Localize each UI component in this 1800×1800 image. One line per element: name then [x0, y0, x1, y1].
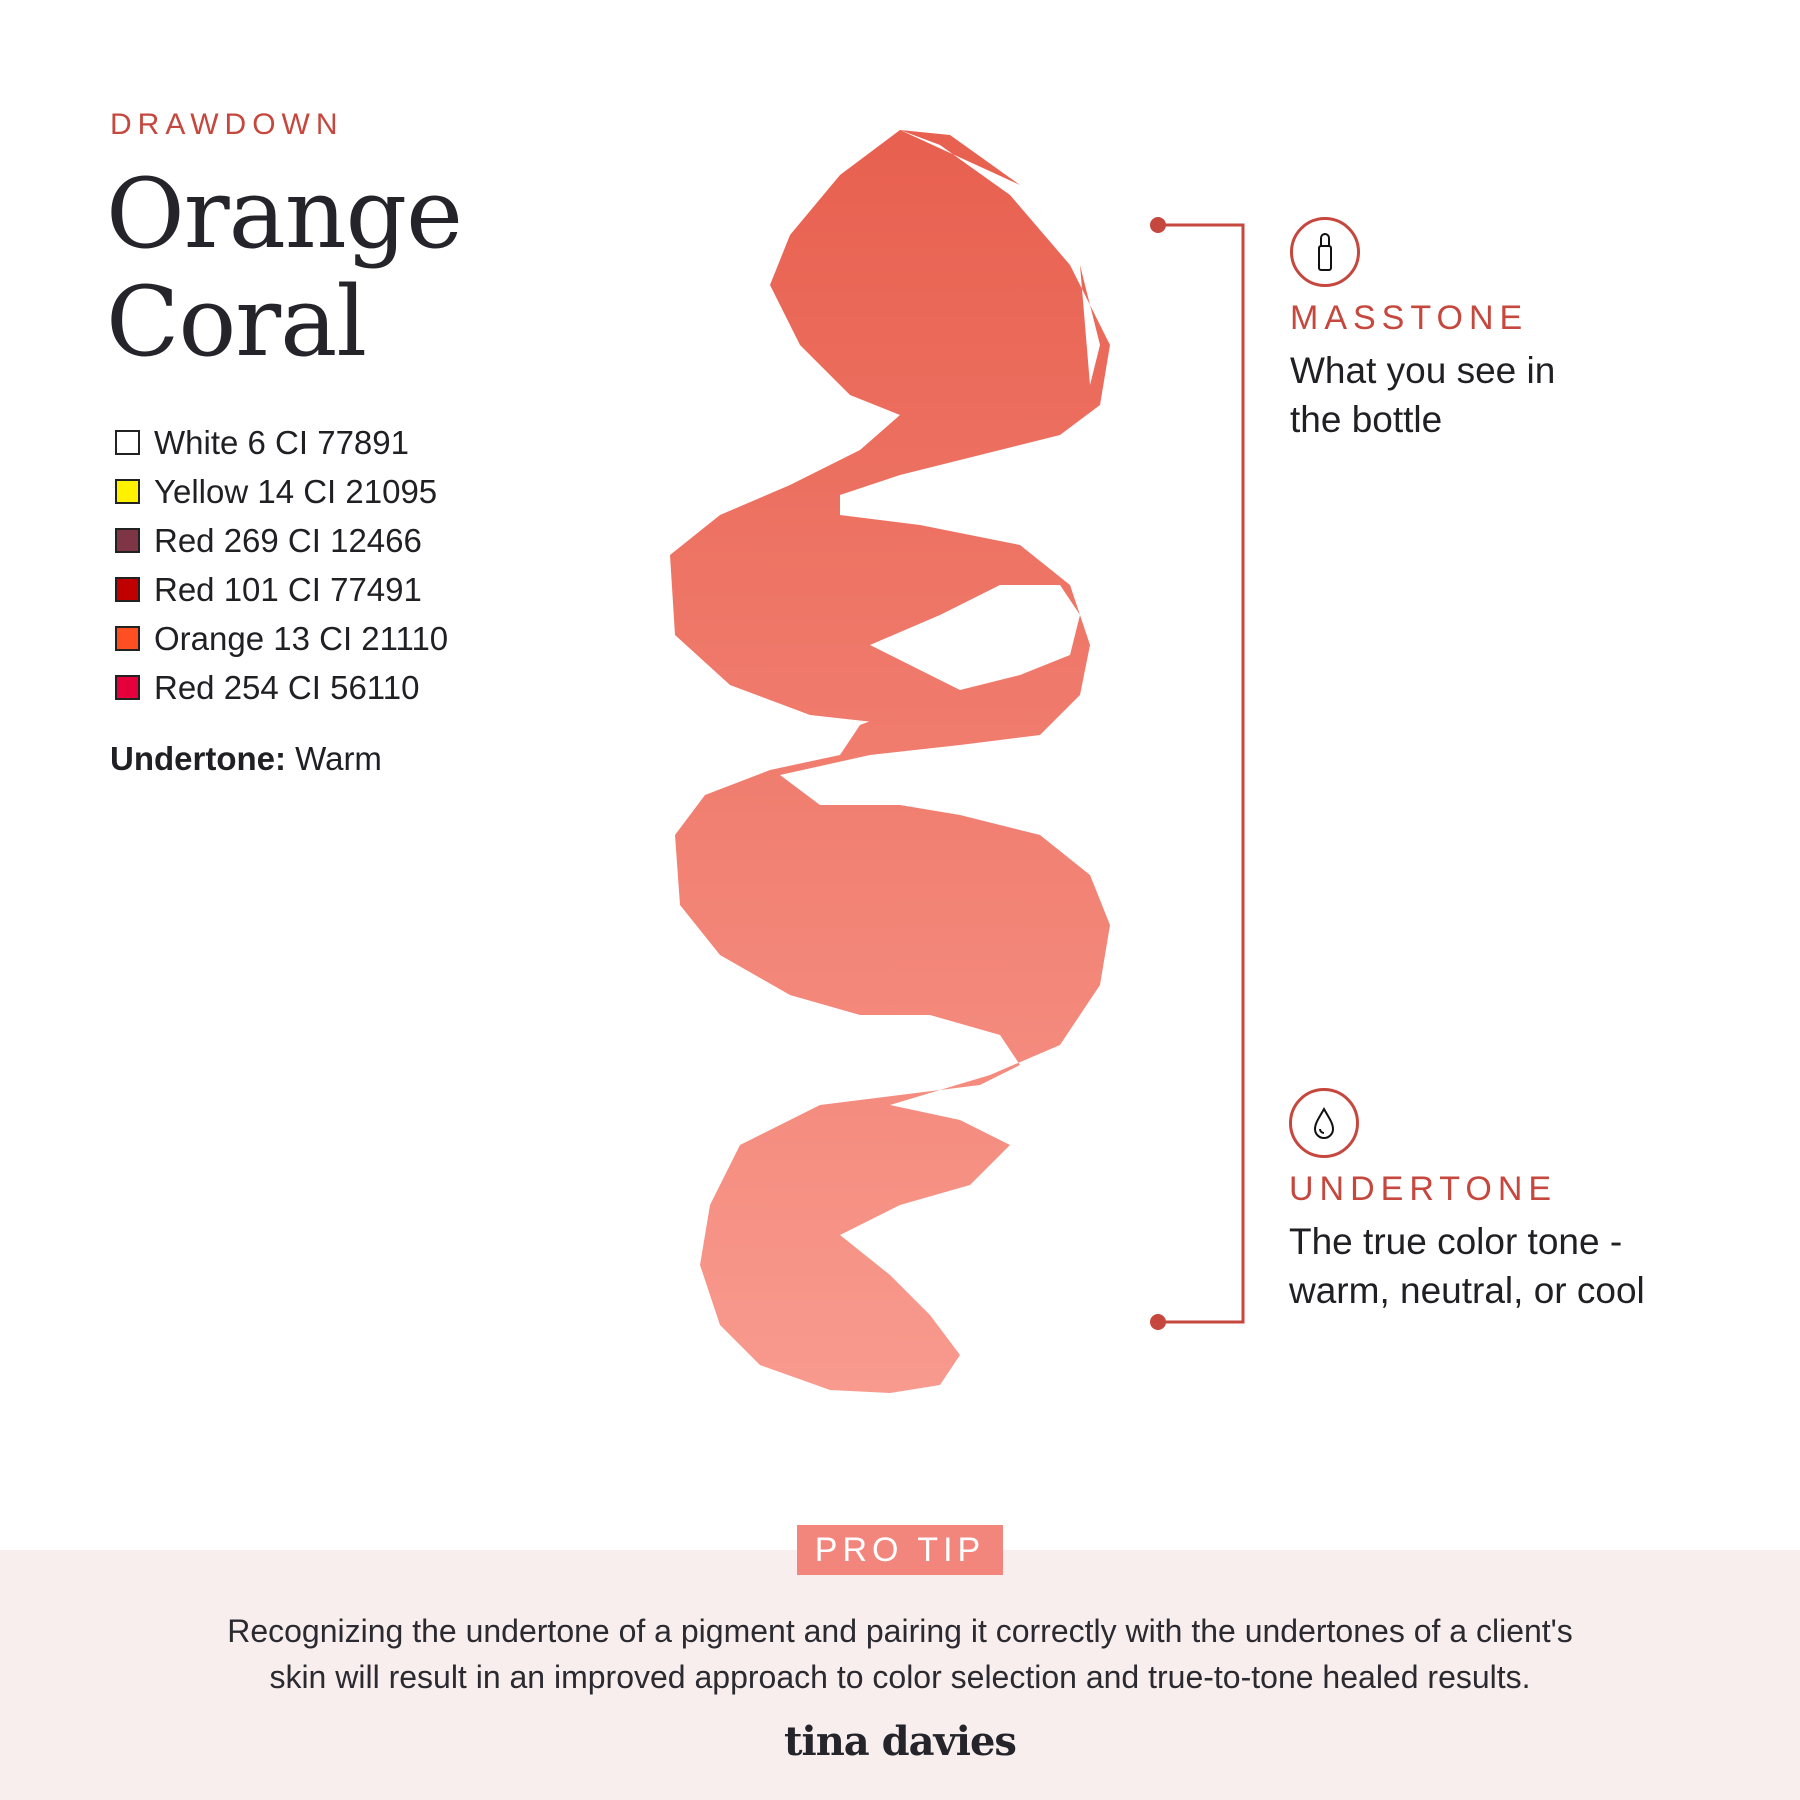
- undertone-summary: Undertone: Warm: [110, 740, 382, 778]
- pro-tip-line-1: Recognizing the undertone of a pigment a…: [227, 1613, 1573, 1649]
- undertone-label: UNDERTONE: [1289, 1170, 1558, 1208]
- color-swatch: [115, 626, 140, 651]
- ingredient-item: Red 254 CI 56110: [115, 663, 448, 712]
- color-swatch: [115, 675, 140, 700]
- lipstick-bottle-icon: [1290, 217, 1360, 287]
- ingredient-item: Red 101 CI 77491: [115, 565, 448, 614]
- undertone-description: The true color tone - warm, neutral, or …: [1289, 1217, 1645, 1315]
- undertone-section: UNDERTONE The true color tone - warm, ne…: [1289, 1088, 1645, 1315]
- drawdown-swatch: [670, 130, 1110, 1393]
- ingredient-label: Red 101 CI 77491: [154, 570, 422, 608]
- undertone-line-2: warm, neutral, or cool: [1289, 1270, 1645, 1311]
- eyebrow-label: DRAWDOWN: [110, 108, 344, 141]
- color-swatch: [115, 528, 140, 553]
- ingredient-item: Red 269 CI 12466: [115, 516, 448, 565]
- title-line-2: Coral: [106, 266, 367, 378]
- title-line-1: Orange: [106, 158, 463, 270]
- masstone-section: MASSTONE What you see in the bottle: [1290, 217, 1555, 444]
- ingredient-item: Orange 13 CI 21110: [115, 614, 448, 663]
- ingredient-label: Red 254 CI 56110: [154, 668, 420, 706]
- drop-icon: [1289, 1088, 1359, 1158]
- ingredient-list: White 6 CI 77891 Yellow 14 CI 21095 Red 26…: [115, 418, 448, 712]
- brand-logo: tina davies: [784, 1718, 1017, 1765]
- pro-tip-text: Recognizing the undertone of a pigment a…: [0, 1608, 1800, 1700]
- pro-tip-line-2: skin will result in an improved approach…: [269, 1659, 1531, 1695]
- masstone-description: What you see in the bottle: [1290, 346, 1555, 444]
- ingredient-item: White 6 CI 77891: [115, 418, 448, 467]
- masstone-line-2: the bottle: [1290, 399, 1443, 440]
- ingredient-label: White 6 CI 77891: [154, 423, 409, 461]
- undertone-line-1: The true color tone -: [1289, 1221, 1623, 1262]
- color-swatch: [115, 430, 140, 455]
- masstone-line-1: What you see in: [1290, 350, 1556, 391]
- ingredient-label: Red 269 CI 12466: [154, 521, 422, 559]
- bracket-line: [1158, 223, 1245, 1324]
- masstone-label: MASSTONE: [1290, 299, 1529, 337]
- pro-tip-band: [0, 1550, 1800, 1800]
- brush-stroke: [670, 130, 1110, 1393]
- ingredient-item: Yellow 14 CI 21095: [115, 467, 448, 516]
- ingredient-label: Orange 13 CI 21110: [154, 619, 449, 657]
- color-swatch: [115, 479, 140, 504]
- page-title: Orange Coral: [106, 158, 463, 378]
- ingredient-label: Yellow 14 CI 21095: [154, 472, 438, 510]
- color-swatch: [115, 577, 140, 602]
- undertone-value: Warm: [295, 740, 382, 777]
- pro-tip-badge: PRO TIP: [797, 1525, 1003, 1575]
- undertone-key: Undertone:: [110, 740, 286, 777]
- bracket-dot-bottom: [1150, 1314, 1166, 1330]
- bracket-connector: [1150, 217, 1245, 1330]
